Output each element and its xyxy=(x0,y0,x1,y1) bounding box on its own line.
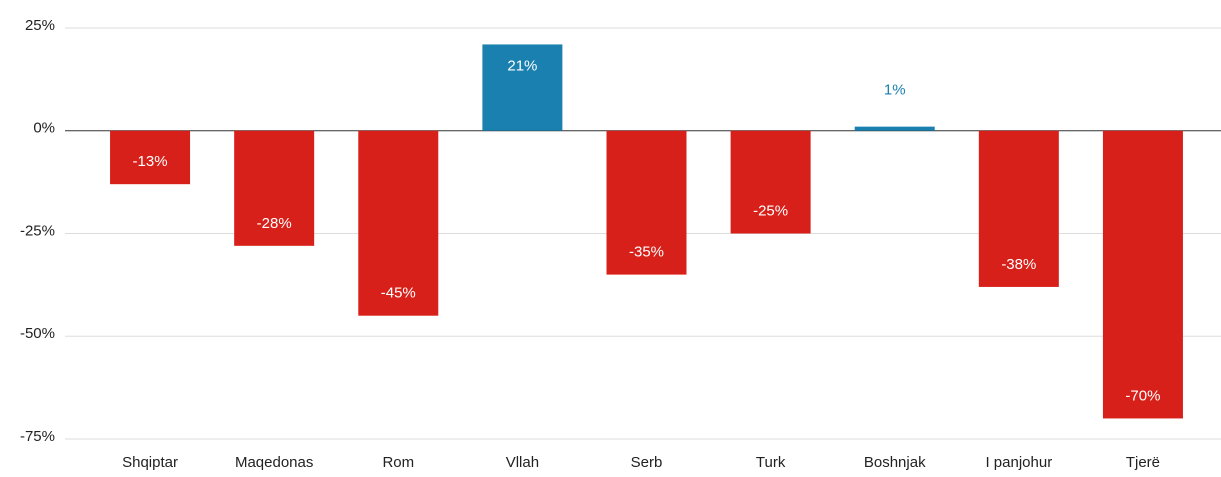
bar xyxy=(358,130,439,316)
value-label: 21% xyxy=(507,57,537,74)
value-label: -13% xyxy=(133,153,168,170)
value-label: -45% xyxy=(381,285,416,302)
value-label: -25% xyxy=(753,202,788,219)
value-label: -38% xyxy=(1001,256,1036,273)
y-tick-label: -25% xyxy=(20,222,55,239)
x-tick-label: Vllah xyxy=(506,454,539,471)
x-tick-label: Boshnjak xyxy=(864,454,926,471)
y-tick-label: -75% xyxy=(20,428,55,445)
y-tick-label: -50% xyxy=(20,325,55,342)
x-tick-label: Maqedonas xyxy=(235,454,313,471)
value-label: -70% xyxy=(1125,387,1160,404)
y-tick-label: 25% xyxy=(25,17,55,34)
value-label: -28% xyxy=(257,215,292,232)
x-tick-label: Rom xyxy=(382,454,414,471)
bar xyxy=(730,130,811,234)
bar xyxy=(978,130,1059,287)
x-tick-label: Turk xyxy=(756,454,786,471)
x-tick-label: Tjerë xyxy=(1126,454,1160,471)
bar xyxy=(854,126,935,131)
bar xyxy=(1102,130,1183,419)
bar xyxy=(606,130,687,275)
value-label: 1% xyxy=(884,82,906,99)
value-label: -35% xyxy=(629,244,664,261)
bar xyxy=(234,130,315,246)
bar xyxy=(110,130,191,185)
y-tick-label: 0% xyxy=(33,120,55,137)
x-tick-label: I panjohur xyxy=(985,454,1052,471)
bar xyxy=(482,44,563,131)
x-tick-label: Shqiptar xyxy=(122,454,178,471)
x-tick-label: Serb xyxy=(631,454,663,471)
